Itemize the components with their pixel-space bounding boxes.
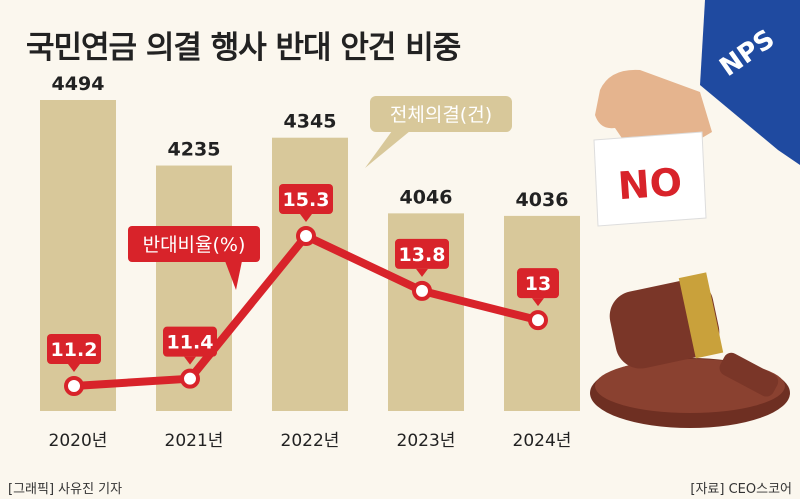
ratio-label-2: 15.3 <box>279 184 333 222</box>
ratio-label-3: 13.8 <box>395 238 449 277</box>
bar-series <box>40 100 580 411</box>
chart-title: 국민연금 의결 행사 반대 안건 비중 <box>26 30 461 66</box>
x-tick-label-4: 2024년 <box>513 431 572 451</box>
ratio-point-0 <box>64 376 84 396</box>
svg-text:반대비율(%): 반대비율(%) <box>143 234 246 256</box>
line-series: 11.2 11.4 15.3 13.8 13 <box>47 184 559 396</box>
x-tick-label-2: 2022년 <box>281 431 340 451</box>
x-axis-labels: 2020년 2021년 2022년 2023년 2024년 <box>49 431 572 451</box>
bar-2 <box>272 137 348 411</box>
bar-value-labels: 4494 4235 4345 4046 4036 <box>52 73 569 211</box>
card-text: NO <box>616 160 683 208</box>
svg-text:전체의결(건): 전체의결(건) <box>390 104 492 126</box>
svg-text:11.2: 11.2 <box>51 339 98 361</box>
gavel-handle <box>719 352 779 397</box>
bar-value-label-0: 4494 <box>52 73 105 95</box>
x-tick-label-3: 2023년 <box>397 431 456 451</box>
svg-text:11.4: 11.4 <box>167 332 214 354</box>
svg-text:15.3: 15.3 <box>283 189 330 211</box>
ratio-point-4 <box>528 310 548 331</box>
illustration: NPS NO <box>590 0 800 428</box>
bar-value-label-4: 4036 <box>516 189 569 211</box>
legend: 전체의결(건) 반대비율(%) <box>128 96 512 290</box>
graphic-credit: [그래픽] 사유진 기자 <box>8 482 123 497</box>
ratio-point-3 <box>412 280 432 301</box>
legend-total-votes: 전체의결(건) <box>365 96 512 168</box>
x-tick-label-0: 2020년 <box>49 431 108 451</box>
x-tick-label-1: 2021년 <box>165 431 224 451</box>
ratio-label-0: 11.2 <box>47 334 101 372</box>
ratio-label-4: 13 <box>517 268 559 307</box>
sleeve-shape <box>700 0 800 165</box>
bar-value-label-2: 4345 <box>284 111 337 133</box>
ratio-point-2 <box>296 226 316 246</box>
gavel-brass-band <box>678 272 724 359</box>
ratio-label-1: 11.4 <box>163 326 217 365</box>
legend-opposition-ratio: 반대비율(%) <box>128 226 260 290</box>
svg-text:13: 13 <box>525 273 551 295</box>
ratio-point-1 <box>180 368 200 389</box>
bar-value-label-1: 4235 <box>168 139 221 161</box>
svg-text:13.8: 13.8 <box>399 244 446 266</box>
bar-value-label-3: 4046 <box>400 186 453 208</box>
data-source: [자료] CEO스코어 <box>690 482 792 497</box>
no-card <box>593 131 707 227</box>
